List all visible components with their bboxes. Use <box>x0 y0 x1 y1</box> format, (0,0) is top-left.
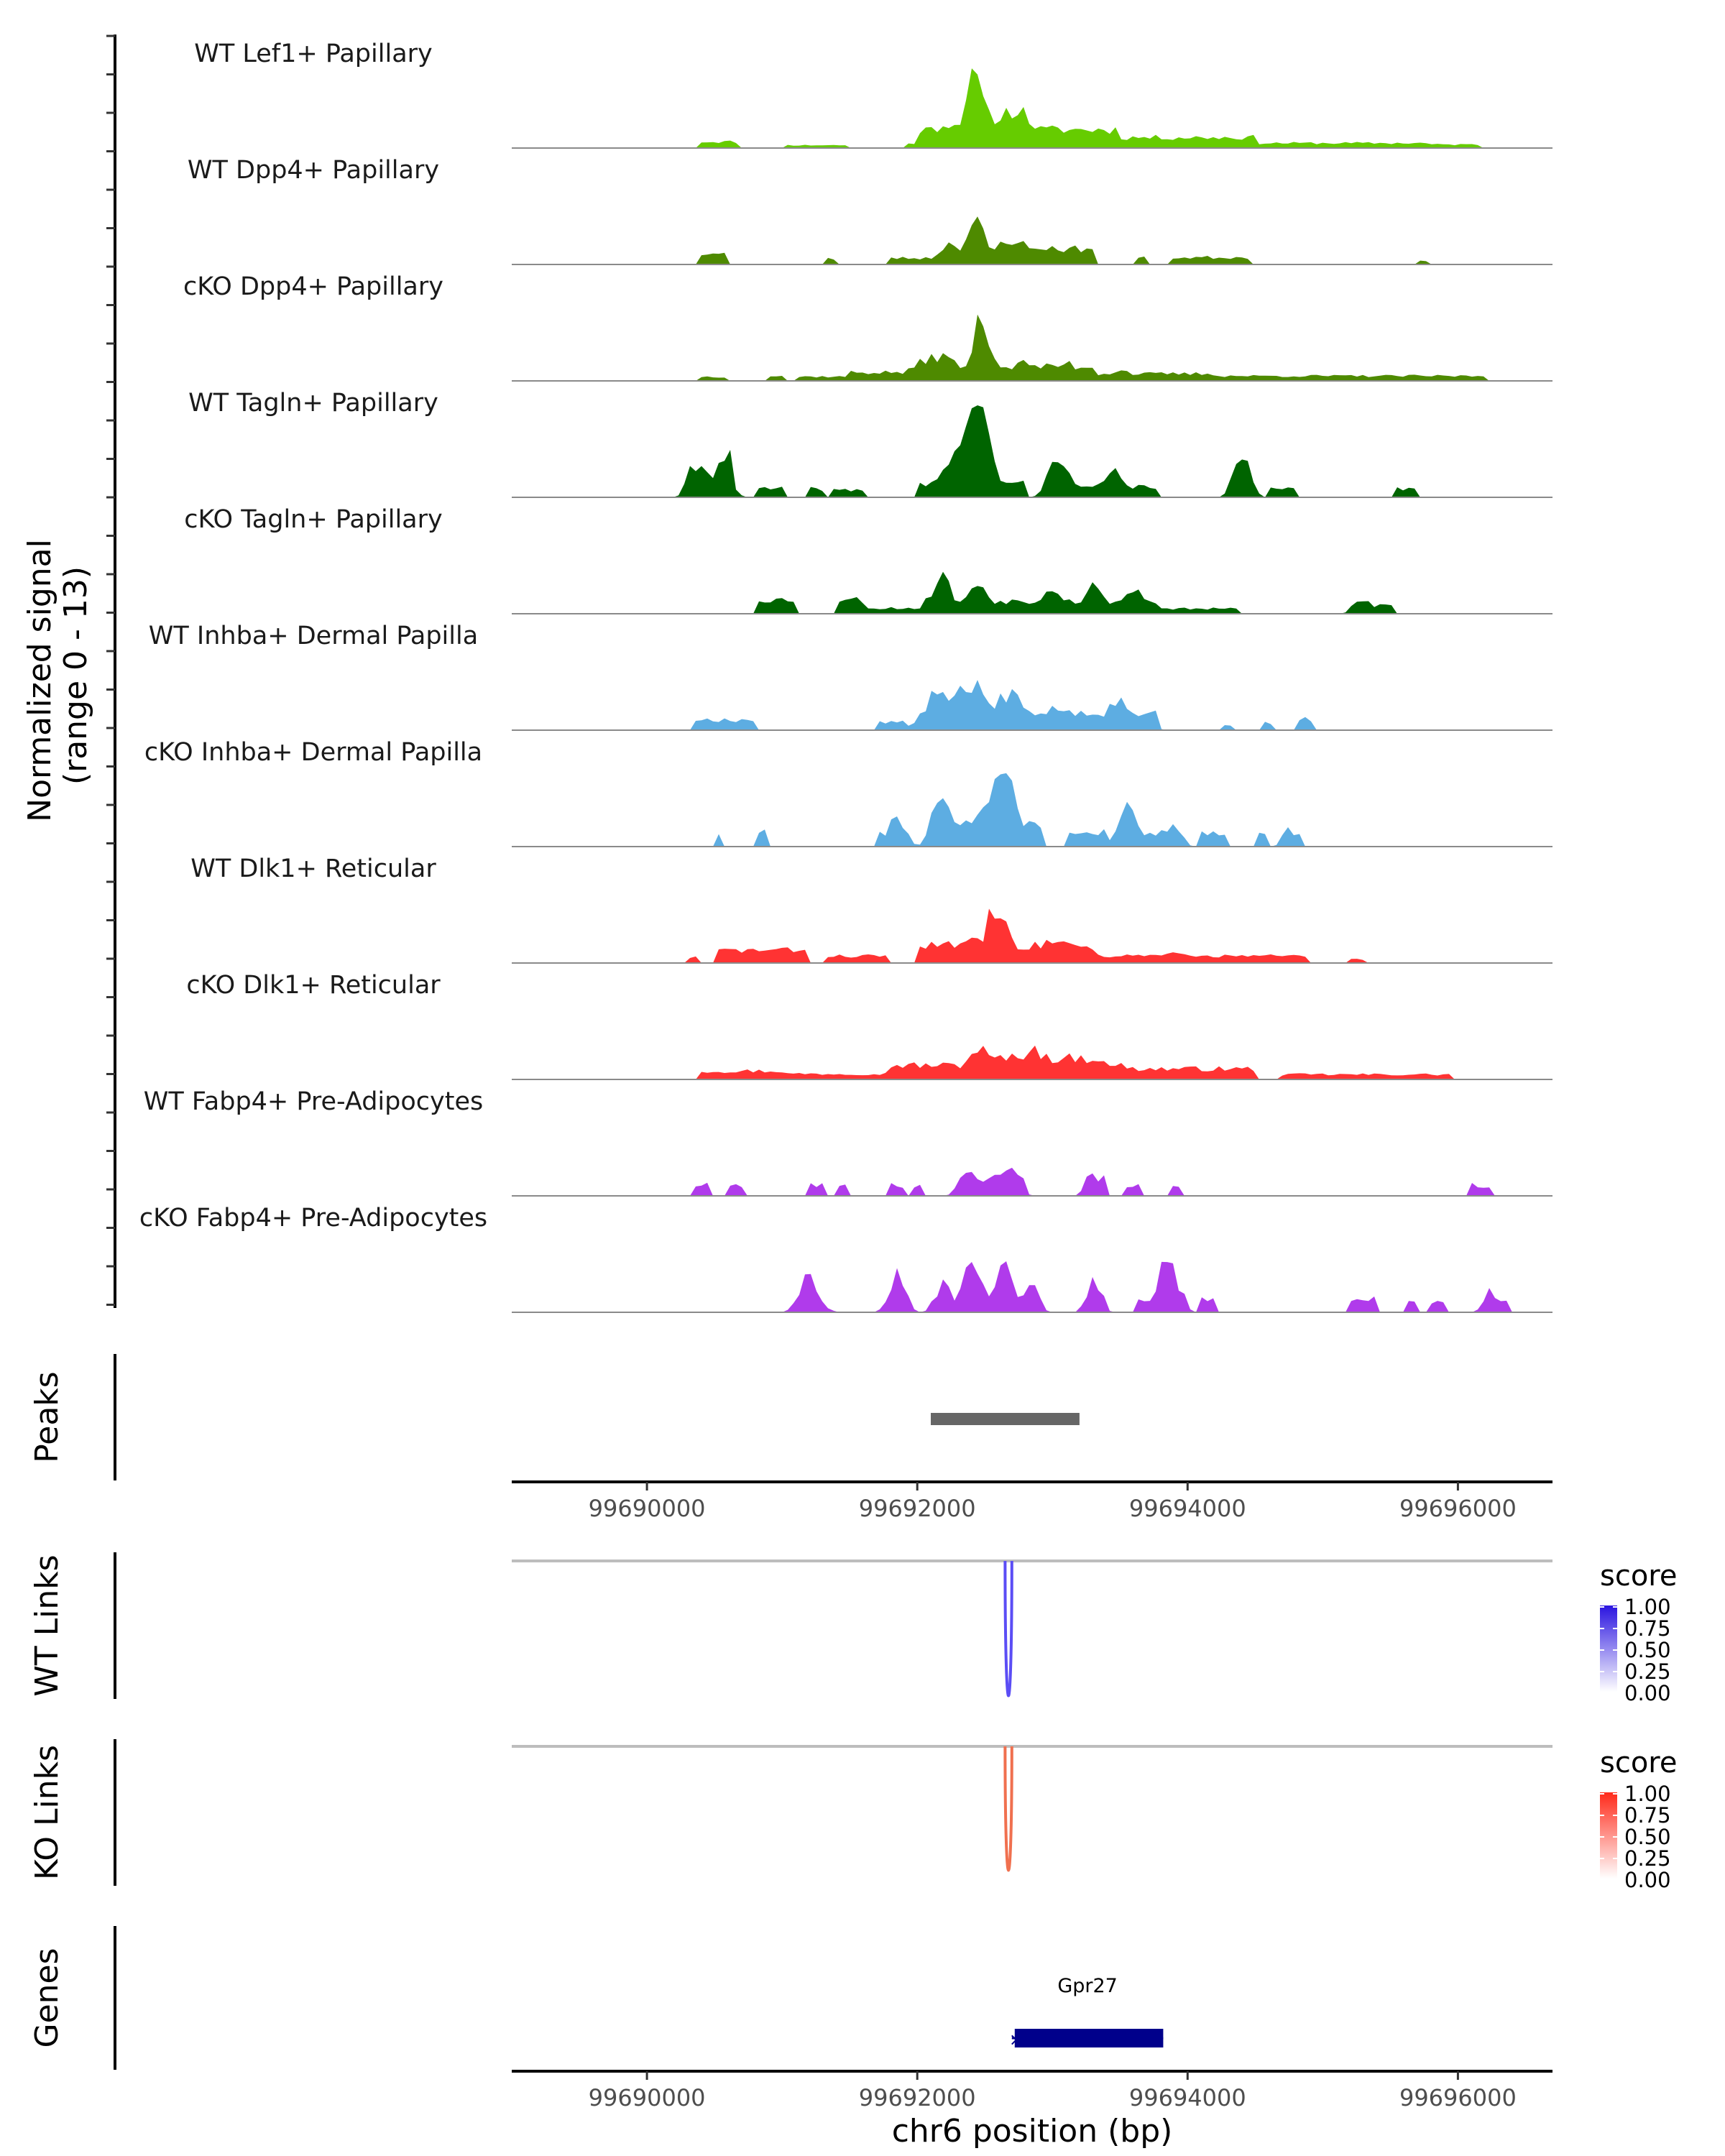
coverage-track: cKO Inhba+ Dermal Papilla <box>144 738 1552 847</box>
wt-legend-title: score <box>1600 1560 1677 1593</box>
x-axis-title: chr6 position (bp) <box>892 2113 1173 2150</box>
coverage-area <box>512 314 1552 381</box>
genes-panel: Genes Gpr27 × <box>29 1926 1164 2070</box>
wt-link-arcs <box>1003 1560 1013 1697</box>
link-arc <box>1003 1560 1013 1697</box>
ko-legend-ticks: 1.000.750.500.250.00 <box>1600 1782 1671 1892</box>
wt-score-legend: score 1.000.750.500.250.00 <box>1600 1560 1677 1705</box>
coverage-panel: Normalized signal (range 0 - 13) WT Lef1… <box>22 34 1552 1313</box>
wt-legend-ticks: 1.000.750.500.250.00 <box>1600 1595 1671 1705</box>
coverage-area <box>512 1045 1552 1079</box>
track-label: WT Tagln+ Papillary <box>188 389 438 418</box>
ko-legend-colorbar <box>1600 1792 1617 1879</box>
coverage-track: cKO Fabp4+ Pre-Adipocytes <box>139 1204 1552 1313</box>
track-label: WT Dpp4+ Papillary <box>188 156 439 185</box>
x-tick-label: 99692000 <box>859 1495 976 1522</box>
gene-strand-mark: × <box>1009 2030 1024 2050</box>
coverage-area <box>512 216 1552 264</box>
track-label: WT Lef1+ Papillary <box>194 40 433 68</box>
x-tick-label: 99694000 <box>1129 1495 1246 1522</box>
coverage-track: WT Inhba+ Dermal Papilla <box>149 622 1552 731</box>
ko-links-label: KO Links <box>29 1745 65 1880</box>
track-label: WT Dlk1+ Reticular <box>190 854 436 883</box>
coverage-area <box>512 773 1552 847</box>
peaks-panel: Peaks <box>29 1354 1080 1480</box>
ko-links-panel: KO Links <box>29 1739 1552 1886</box>
wt-legend-colorbar <box>1600 1606 1617 1692</box>
coverage-area <box>512 1261 1552 1312</box>
legend-tick-label: 1.00 <box>1624 1782 1671 1806</box>
track-label: cKO Dpp4+ Papillary <box>183 272 443 301</box>
coverage-track: WT Fabp4+ Pre-Adipocytes <box>144 1087 1552 1197</box>
x-axis-bottom: chr6 position (bp) 99690000 99692000 99694… <box>512 2070 1552 2150</box>
ko-link-arcs <box>1003 1746 1013 1872</box>
genes-label: Genes <box>29 1948 65 2047</box>
track-label: cKO Inhba+ Dermal Papilla <box>144 738 482 767</box>
coverage-y-ticks <box>106 34 115 1306</box>
gene-models: Gpr27 × <box>1009 1975 1164 2050</box>
track-label: cKO Tagln+ Papillary <box>184 505 443 534</box>
coverage-tracks: WT Lef1+ Papillary WT Dpp4+ Papillary cKO … <box>139 40 1552 1313</box>
coverage-track: WT Dlk1+ Reticular <box>190 854 1552 964</box>
track-label: cKO Dlk1+ Reticular <box>186 971 441 1000</box>
x-tick-label: 99690000 <box>589 1495 706 1522</box>
coverage-track: WT Dpp4+ Papillary <box>188 156 1552 265</box>
legend-tick-label: 0.50 <box>1624 1638 1671 1662</box>
wt-links-panel: WT Links <box>29 1552 1552 1699</box>
legend-tick-label: 0.75 <box>1624 1803 1671 1828</box>
legend-tick-label: 0.00 <box>1624 1681 1671 1705</box>
coverage-area <box>512 908 1552 963</box>
coverage-y-label: Normalized signal (range 0 - 13) <box>22 529 94 822</box>
wt-links-label: WT Links <box>29 1554 65 1696</box>
coverage-area <box>512 68 1552 148</box>
gene-exon <box>1014 2029 1164 2047</box>
legend-tick-label: 0.00 <box>1624 1868 1671 1892</box>
ko-score-legend: score 1.000.750.500.250.00 <box>1600 1746 1677 1892</box>
x-tick-label: 99694000 <box>1129 2084 1246 2111</box>
legend-tick-label: 0.25 <box>1624 1659 1671 1684</box>
coverage-y-label-line1: Normalized signal <box>22 539 58 822</box>
peak-region <box>931 1413 1080 1425</box>
x-tick-label: 99696000 <box>1399 1495 1517 1522</box>
x-tick-label: 99692000 <box>859 2084 976 2111</box>
x-tick-label: 99690000 <box>589 2084 706 2111</box>
peaks-label: Peaks <box>29 1371 65 1462</box>
track-label: WT Inhba+ Dermal Papilla <box>149 622 478 650</box>
ko-legend-title: score <box>1600 1746 1677 1779</box>
coverage-track: cKO Dpp4+ Papillary <box>183 272 1552 382</box>
track-label: WT Fabp4+ Pre-Adipocytes <box>144 1087 483 1116</box>
legend-tick-label: 0.75 <box>1624 1616 1671 1641</box>
coverage-track: WT Tagln+ Papillary <box>188 389 1552 498</box>
track-label: cKO Fabp4+ Pre-Adipocytes <box>139 1204 487 1233</box>
x-axis-top: 99690000 99692000 99694000 99696000 <box>512 1480 1552 1522</box>
legend-tick-label: 0.50 <box>1624 1825 1671 1849</box>
link-arc <box>1003 1746 1013 1872</box>
legend-tick-label: 1.00 <box>1624 1595 1671 1619</box>
peak-regions <box>931 1413 1080 1425</box>
coverage-track: WT Lef1+ Papillary <box>194 40 1552 149</box>
coverage-area <box>512 571 1552 614</box>
x-tick-label: 99696000 <box>1399 2084 1517 2111</box>
coverage-track: cKO Tagln+ Papillary <box>184 505 1552 614</box>
coverage-track: cKO Dlk1+ Reticular <box>186 971 1552 1080</box>
coverage-area <box>512 680 1552 730</box>
legend-tick-label: 0.25 <box>1624 1846 1671 1871</box>
coverage-y-label-line2: (range 0 - 13) <box>58 566 94 785</box>
gene-label: Gpr27 <box>1057 1975 1118 1997</box>
